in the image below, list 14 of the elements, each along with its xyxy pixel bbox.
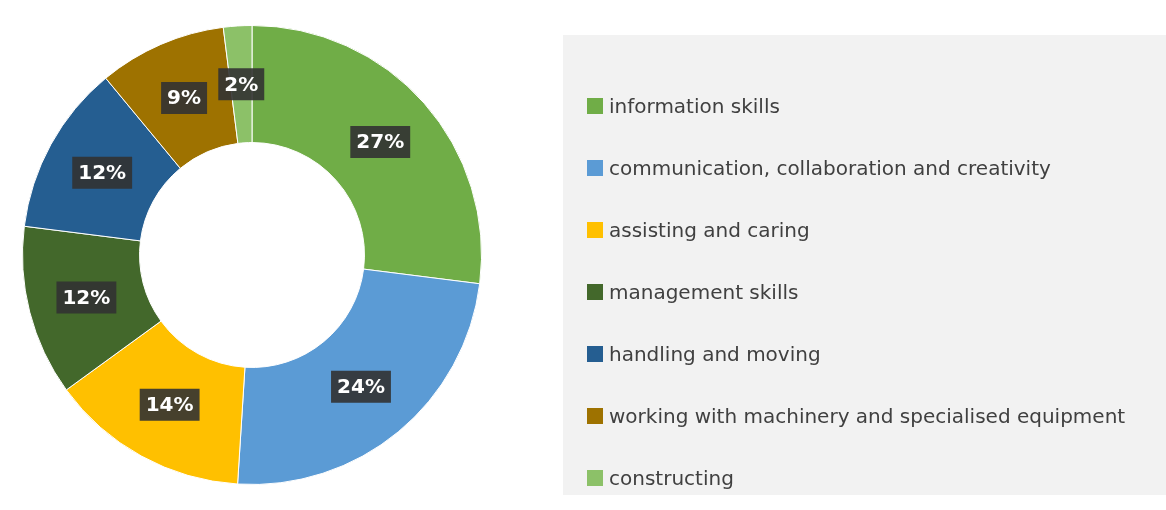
data-label: 12%: [78, 159, 127, 184]
legend-label: constructing: [609, 466, 734, 490]
legend-label: assisting and caring: [609, 218, 810, 242]
data-label: 27%: [356, 129, 405, 154]
legend-label: working with machinery and specialised equipment: [609, 404, 1126, 428]
legend-label: information skills: [609, 94, 780, 118]
data-label: 2%: [224, 71, 259, 96]
data-label: 9%: [167, 85, 202, 110]
data-label: 14%: [145, 392, 194, 417]
legend-label: handling and moving: [609, 342, 821, 366]
legend-label: communication, collaboration and creativity: [609, 156, 1051, 180]
data-label: 12%: [62, 284, 111, 309]
legend-label: management skills: [609, 280, 799, 304]
data-label: 24%: [337, 373, 385, 398]
